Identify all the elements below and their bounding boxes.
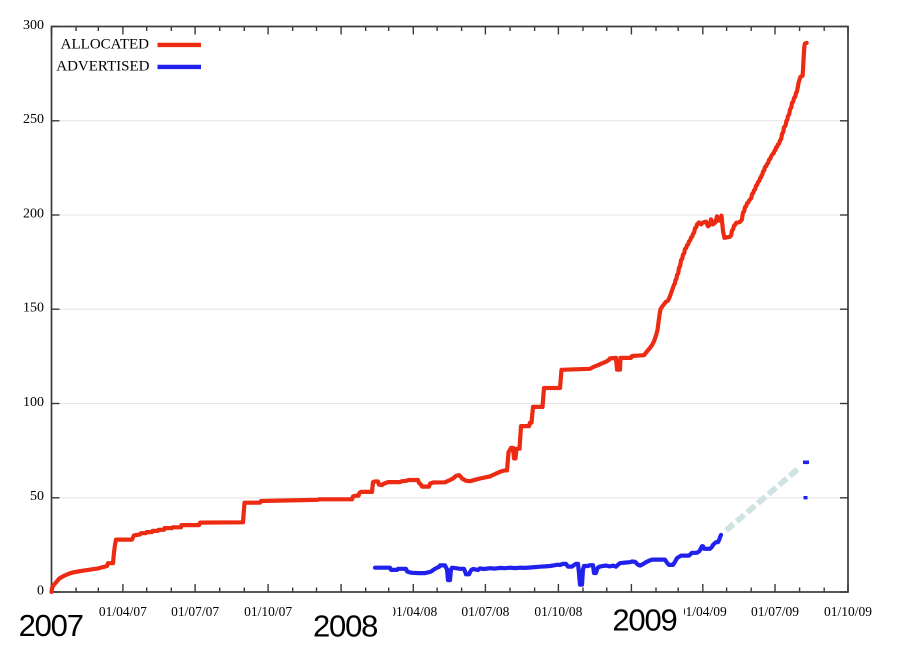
svg-text:0: 0 [37,583,44,598]
svg-text:300: 300 [23,18,44,33]
svg-text:01/04/09: 01/04/09 [679,604,727,619]
svg-text:2007: 2007 [19,608,83,643]
svg-text:01/10/07: 01/10/07 [244,604,292,619]
svg-text:01/10/09: 01/10/09 [824,604,872,619]
svg-text:01/04/07: 01/04/07 [99,604,147,619]
svg-text:200: 200 [23,206,44,221]
svg-text:150: 150 [23,301,44,316]
svg-text:01/07/07: 01/07/07 [171,604,219,619]
svg-text:ALLOCATED: ALLOCATED [61,37,149,53]
svg-text:2009: 2009 [612,603,676,638]
svg-text:50: 50 [30,489,44,504]
svg-text:ADVERTISED: ADVERTISED [56,59,149,75]
svg-text:250: 250 [23,112,44,127]
svg-text:2008: 2008 [313,608,377,643]
svg-text:01/04/08: 01/04/08 [389,604,437,619]
svg-text:01/10/08: 01/10/08 [534,604,582,619]
svg-text:01/07/09: 01/07/09 [751,604,799,619]
svg-text:01/07/08: 01/07/08 [461,604,509,619]
svg-text:100: 100 [23,395,44,410]
